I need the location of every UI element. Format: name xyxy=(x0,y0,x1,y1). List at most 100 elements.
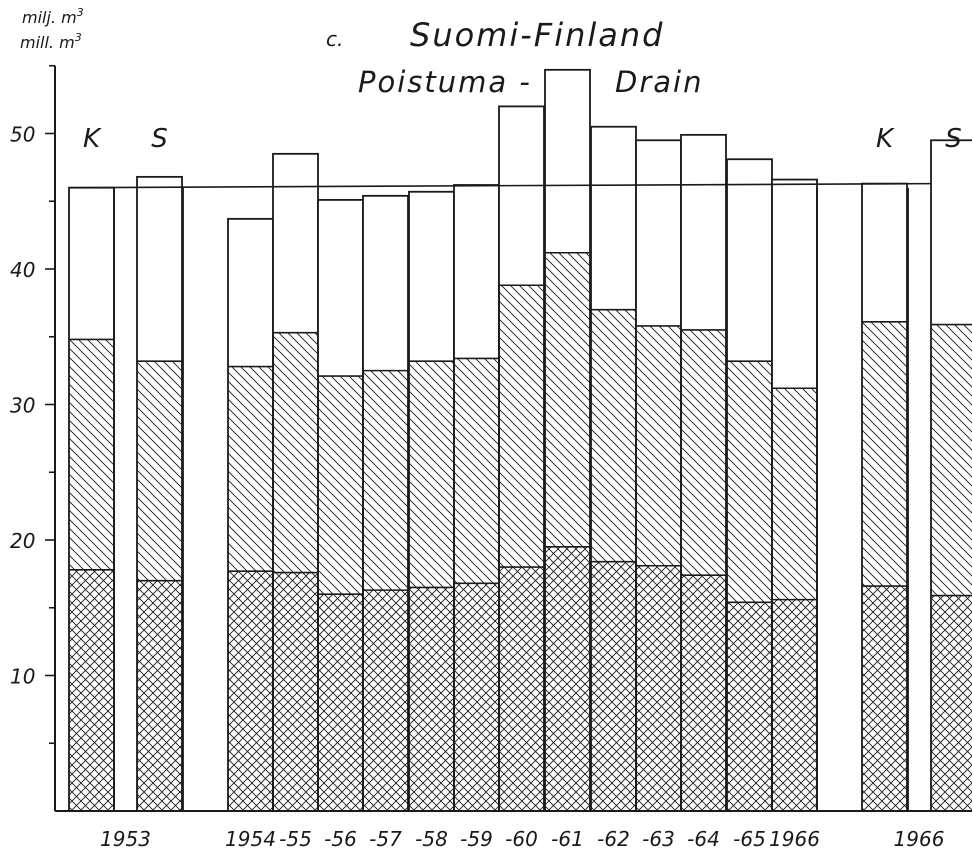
y-tick-label: 20 xyxy=(10,529,35,553)
bar-y1962 xyxy=(590,125,637,812)
bar-segment-bottom xyxy=(137,580,182,811)
bar-segment-top xyxy=(862,183,907,322)
bar-segment-middle xyxy=(499,285,544,568)
bar-outline xyxy=(930,139,972,812)
bar-segment-top xyxy=(727,159,772,362)
bar-segment-top xyxy=(681,134,726,330)
x-tick-label: -60 xyxy=(505,827,538,851)
labels-group: 1954 -55 -56 -57 -58 -59 -60 -61 -62 -63 -64 -65 196… xyxy=(83,124,962,851)
bar-segment-top xyxy=(454,184,499,359)
bar-segment-middle xyxy=(409,361,454,588)
bar-segment-bottom xyxy=(772,599,817,811)
x-tick-label: -61 xyxy=(551,827,584,851)
trend-line xyxy=(68,182,932,189)
bar-segment-top xyxy=(409,191,454,362)
y-axis: 10 20 30 40 50 xyxy=(10,64,972,812)
bar-y1957 xyxy=(362,194,409,812)
bar-y1966 xyxy=(771,178,818,812)
bar-segment-bottom xyxy=(545,546,590,811)
bar-segment-middle xyxy=(591,309,636,562)
bar-segment-middle xyxy=(228,366,273,572)
bar-y1958 xyxy=(408,190,455,812)
bar-segment-bottom xyxy=(681,575,726,811)
bar-segment-middle xyxy=(727,361,772,603)
bar-outline xyxy=(136,175,183,812)
bar-s2 xyxy=(930,139,972,812)
x-tick-label: 1966 xyxy=(769,827,820,851)
x-tick-label: -56 xyxy=(324,827,357,851)
bar-segment-top xyxy=(137,176,182,362)
bar-segment-middle xyxy=(69,339,114,570)
bar-segment-bottom xyxy=(931,595,972,811)
chart-subtitle-left: Poistuma - xyxy=(358,65,532,99)
bar-segment-middle xyxy=(137,361,182,581)
bars-group xyxy=(68,68,972,812)
bar-outline xyxy=(498,105,545,812)
bar-segment-top xyxy=(636,140,681,326)
bar-segment-top xyxy=(499,106,544,286)
bar-segment-bottom xyxy=(499,567,544,811)
bar-segment-middle xyxy=(363,370,408,591)
bar-segment-bottom xyxy=(69,569,114,811)
bar-segment-top xyxy=(931,140,972,325)
bar-y1964 xyxy=(680,133,727,812)
bar-segment-bottom xyxy=(363,590,408,811)
bar-y1963 xyxy=(635,139,682,812)
y-tick-label: 10 xyxy=(10,665,35,689)
unit-label-fi: milj. m3 xyxy=(22,6,84,27)
bar-segment-bottom xyxy=(636,565,681,811)
bar-segment-middle xyxy=(273,332,318,573)
bar-segment-bottom xyxy=(454,583,499,811)
bar-outline xyxy=(680,133,727,812)
x-group-label: 1966 xyxy=(894,827,945,851)
bar-segment-middle xyxy=(318,376,363,595)
bar-outline xyxy=(362,194,409,812)
x-tick-label: -58 xyxy=(415,827,448,851)
unit-label-sv: mill. m3 xyxy=(20,31,82,52)
bar-y1959 xyxy=(453,184,500,812)
x-tick-label: -55 xyxy=(279,827,312,851)
bar-segment-bottom xyxy=(273,572,318,811)
bar-segment-top xyxy=(591,126,636,310)
bar-segment-bottom xyxy=(862,586,907,811)
bar-segment-bottom xyxy=(727,602,772,811)
bar-segment-bottom xyxy=(228,571,273,811)
bar-segment-bottom xyxy=(591,561,636,811)
bar-segment-bottom xyxy=(409,587,454,811)
chart-title: Suomi-Finland xyxy=(410,16,664,54)
bar-segment-bottom xyxy=(318,594,363,811)
bar-segment-top xyxy=(772,179,817,389)
bar-segment-top xyxy=(545,69,590,253)
y-tick-label: 30 xyxy=(10,394,35,418)
bar-k2 xyxy=(861,182,908,812)
bar-segment-middle xyxy=(931,324,972,596)
x-tick-label: -59 xyxy=(460,827,493,851)
x-tick-label: -65 xyxy=(733,827,766,851)
y-tick-label: 50 xyxy=(10,123,35,147)
bar-segment-middle xyxy=(454,358,499,584)
bar-y1961 xyxy=(544,68,591,812)
bar-y1960 xyxy=(498,105,545,812)
x-tick-label: 1954 xyxy=(225,827,276,851)
bar-segment-middle xyxy=(772,388,817,600)
group-letter-k2: K xyxy=(876,124,895,154)
bar-k1 xyxy=(68,186,115,812)
bar-segment-top xyxy=(273,153,318,333)
bar-segment-middle xyxy=(636,325,681,566)
x-tick-label: -57 xyxy=(369,827,402,851)
bar-segment-middle xyxy=(862,321,907,587)
bar-segment-top xyxy=(69,187,114,340)
bar-s1 xyxy=(136,175,183,812)
bar-y1965 xyxy=(726,158,773,812)
x-tick-label: -62 xyxy=(597,827,630,851)
x-tick-label: -63 xyxy=(642,827,675,851)
y-tick-label: 40 xyxy=(10,258,35,282)
bar-y1954 xyxy=(227,217,274,812)
bar-y1956 xyxy=(317,198,364,812)
x-tick-label: -64 xyxy=(687,827,720,851)
group-letter-s1: S xyxy=(151,124,168,154)
bar-segment-top xyxy=(363,195,408,371)
group-letter-k1: K xyxy=(83,124,102,154)
title-prefix: c. xyxy=(326,27,343,51)
bar-segment-top xyxy=(228,218,273,367)
